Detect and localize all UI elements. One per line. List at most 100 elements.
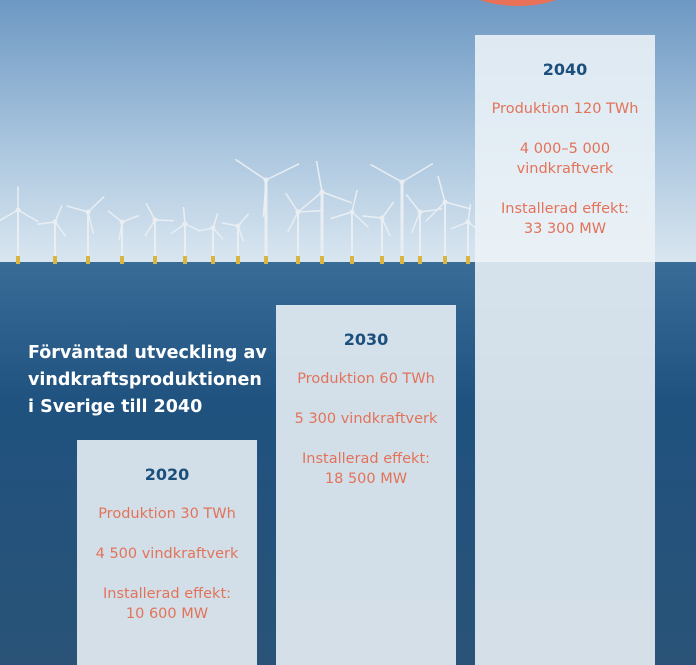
turbine <box>405 193 443 264</box>
bar-production-label: Produktion 30 TWh <box>98 506 236 522</box>
turbine-blade <box>237 213 250 227</box>
chart-headline: Förväntad utveckling av vindkraftsproduk… <box>28 343 267 417</box>
turbine-foundation <box>53 256 57 264</box>
turbine-foundation <box>320 256 324 264</box>
turbine-blade <box>425 201 446 222</box>
turbine-blade <box>118 221 123 240</box>
turbine-hub <box>442 199 448 205</box>
bar-year-label: 2030 <box>343 330 389 349</box>
bar-year-label: 2040 <box>542 60 588 79</box>
decorative-accent-shape <box>462 0 574 6</box>
bar-turbines-label: 5 300 vindkraftverk <box>294 411 438 427</box>
turbine <box>144 202 174 264</box>
turbine <box>330 189 370 264</box>
turbine-blade <box>144 219 156 237</box>
turbine-foundation <box>183 256 187 264</box>
turbine-blade <box>362 215 383 219</box>
bar-year-label: 2020 <box>144 465 190 484</box>
turbine-hub <box>235 223 241 229</box>
turbine-blade <box>297 210 321 213</box>
turbine-blade <box>237 225 245 242</box>
turbine-blade <box>262 179 267 217</box>
bar-production-label: Produktion 120 TWh <box>491 101 639 117</box>
turbine-blade <box>370 163 403 183</box>
turbine-foundation <box>236 256 240 264</box>
turbine-hub <box>263 177 269 183</box>
turbine-foundation <box>443 256 447 264</box>
turbine-foundation <box>418 256 422 264</box>
turbine-foundation <box>16 256 20 264</box>
turbine-hub <box>417 209 423 215</box>
bar-2020: 2020 Produktion 30 TWh 4 500 vindkraftverk… <box>77 440 257 665</box>
turbine-blade <box>297 191 323 213</box>
turbine-blade <box>285 192 299 213</box>
turbine-hub <box>15 207 21 213</box>
turbine-blade <box>197 227 214 232</box>
wind-turbines <box>0 158 483 264</box>
turbine-foundation <box>120 256 124 264</box>
turbine <box>0 186 39 264</box>
turbine-blade <box>321 191 352 204</box>
turbine-blade <box>287 211 299 233</box>
turbine <box>362 201 395 264</box>
turbine-blade <box>330 211 353 220</box>
turbine-blade <box>265 163 300 181</box>
turbine-foundation <box>466 256 470 264</box>
turbine-foundation <box>211 256 215 264</box>
turbine-blade <box>66 205 89 213</box>
bar-capacity-label: Installerad effekt: 10 600 MW <box>102 586 232 622</box>
bar-turbines-label: 4 000–5 000 vindkraftverk <box>516 141 614 177</box>
turbine-hub <box>349 209 355 215</box>
turbine <box>425 175 472 264</box>
turbine-blade <box>17 209 39 223</box>
turbine-blade <box>405 193 421 213</box>
turbine <box>107 210 140 264</box>
turbine-blade <box>37 221 56 225</box>
turbine-blade <box>154 219 174 222</box>
turbine <box>221 213 250 264</box>
bar-production-label: Produktion 60 TWh <box>297 371 435 387</box>
turbine-blade <box>107 210 123 223</box>
turbine-blade <box>184 223 201 232</box>
turbine-hub <box>399 179 405 185</box>
turbine-blade <box>444 201 472 210</box>
turbine-blade <box>351 189 358 213</box>
turbine-blade <box>315 160 323 193</box>
turbine-hub <box>465 219 471 225</box>
turbine-blade <box>0 209 19 222</box>
bar-turbines-label: 4 500 vindkraftverk <box>95 546 239 562</box>
bar-2040: 2040 Produktion 120 TWh 4 000–5 000 vindkr… <box>475 35 655 665</box>
turbine-foundation <box>400 256 404 264</box>
turbine <box>197 213 224 264</box>
turbine-blade <box>221 222 239 227</box>
turbine-hub <box>85 209 91 215</box>
turbine-foundation <box>86 256 90 264</box>
turbine-blade <box>351 211 370 228</box>
turbine-blade <box>87 211 95 234</box>
turbine-foundation <box>264 256 268 264</box>
turbine-blade <box>410 211 421 234</box>
turbine-blade <box>54 205 63 223</box>
turbine-hub <box>210 225 216 231</box>
turbine-blade <box>212 213 219 229</box>
turbine-hub <box>379 215 385 221</box>
turbine-blade <box>121 214 140 223</box>
turbine <box>370 162 434 264</box>
turbine-blade <box>467 204 472 223</box>
turbine-foundation <box>296 256 300 264</box>
turbine-blade <box>182 206 186 225</box>
turbine-blade <box>54 221 67 237</box>
turbine-blade <box>87 195 105 213</box>
bar-2030: 2030 Produktion 60 TWh 5 300 vindkraftverk… <box>276 305 456 665</box>
turbine-hub <box>152 217 158 223</box>
turbine-foundation <box>153 256 157 264</box>
turbine-foundation <box>350 256 354 264</box>
turbine-blade <box>381 217 391 237</box>
bar-capacity-label: Installerad effekt: 33 300 MW <box>500 201 630 237</box>
turbine-hub <box>119 219 125 225</box>
turbine-blade <box>437 175 446 203</box>
turbine <box>37 205 67 264</box>
turbine <box>66 195 105 264</box>
turbine <box>234 158 300 264</box>
